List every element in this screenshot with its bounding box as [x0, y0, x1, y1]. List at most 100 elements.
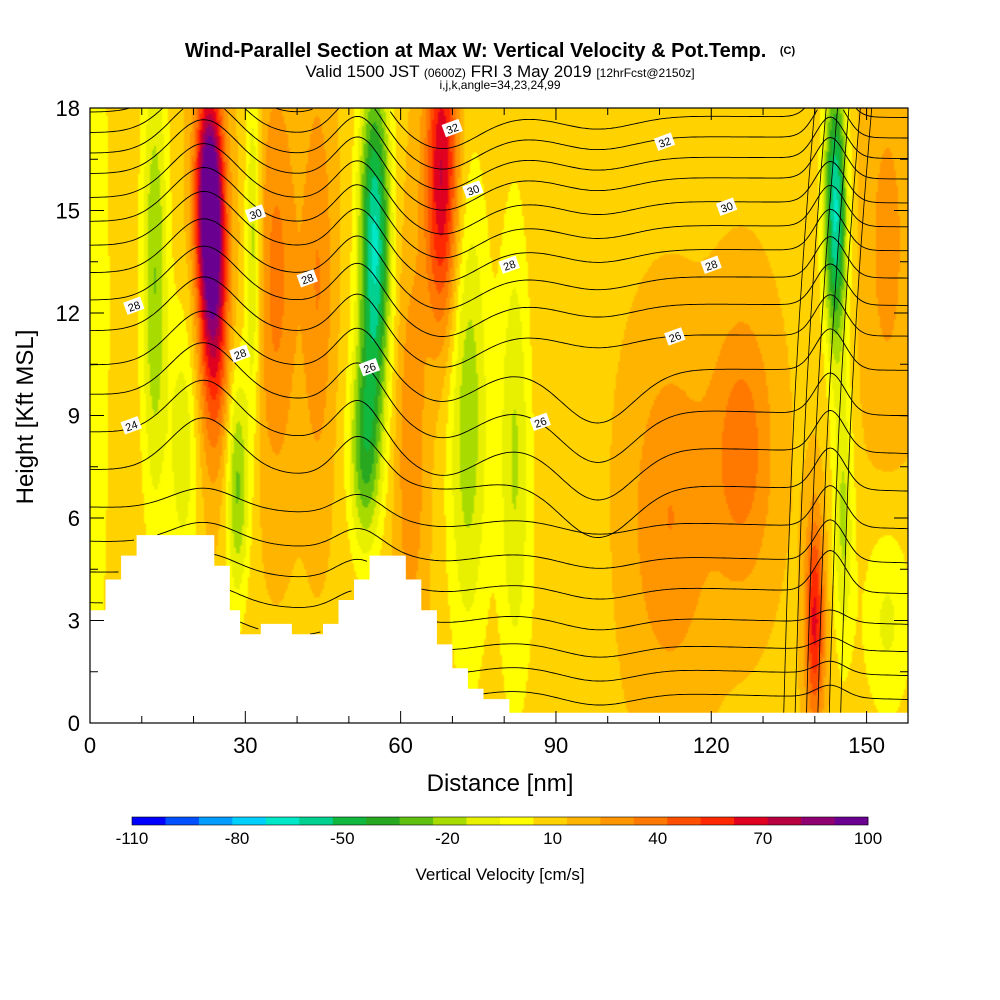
- pot-temp-contour-line: [90, 167, 908, 259]
- contour-label: 28: [296, 269, 318, 288]
- plot-area: 24 28 30 28 28 26 32 30 28 26 32 30 28 26: [89, 107, 909, 724]
- colorbar-tick-label: 70: [753, 829, 772, 848]
- y-tick-label: 12: [56, 301, 80, 326]
- chart-title-text: Wind-Parallel Section at Max W: Vertical…: [185, 40, 766, 62]
- valid-time: Valid 1500 JST: [305, 62, 419, 81]
- contour-label: 26: [529, 412, 551, 432]
- contour-label-text: 28: [300, 272, 316, 287]
- contour-label-text: 24: [124, 419, 140, 434]
- pot-temp-contour-line: [90, 108, 908, 191]
- contour-label-text: 28: [704, 258, 720, 273]
- colorbar-swatch: [433, 817, 467, 825]
- colorbar-tick-label: -110: [116, 829, 149, 848]
- pot-temp-contour-line: [828, 108, 861, 713]
- colorbar-swatch: [265, 817, 300, 825]
- contour-label: 28: [123, 296, 145, 315]
- pot-temp-contour-line: [90, 379, 908, 501]
- colorbar: -110 -80 -50 -20 10 40 70 100: [116, 816, 882, 848]
- colorbar-tick-label: -20: [435, 829, 460, 848]
- colorbar-swatch: [366, 817, 401, 825]
- pot-temp-contour-line: [783, 108, 816, 713]
- contour-label-box: [441, 118, 463, 138]
- pot-temp-contour-line: [90, 485, 908, 535]
- contour-label-box: [358, 358, 381, 377]
- colorbar-swatch: [767, 817, 802, 825]
- pot-temp-contour-line: [90, 276, 908, 368]
- contour-label-text: 32: [445, 122, 461, 137]
- pot-temp-contour-line: [794, 108, 827, 713]
- x-tick-label: 30: [233, 733, 257, 758]
- contour-label-box: [653, 132, 676, 151]
- contour-label-box: [123, 296, 145, 315]
- contour-label-box: [244, 204, 267, 223]
- pot-temp-contour-line: [239, 621, 908, 658]
- contour-label-text: 26: [668, 330, 684, 345]
- contour-label-box: [120, 416, 142, 435]
- contour-label: 32: [653, 132, 676, 151]
- colorbar-tick-label: 40: [648, 829, 667, 848]
- colorbar-swatch: [399, 817, 434, 825]
- colorbar-frame: [131, 816, 869, 826]
- contour-label: 32: [441, 118, 463, 138]
- colorbar-swatch: [299, 817, 334, 825]
- y-axis-title: Height [Kft MSL]: [12, 330, 39, 505]
- colorbar-swatch: [500, 817, 534, 825]
- contour-label: 24: [120, 416, 142, 435]
- contour-label-text: 32: [657, 135, 673, 150]
- potential-temperature-contours: [90, 108, 908, 713]
- contour-label: 30: [462, 180, 484, 199]
- colorbar-swatch: [566, 817, 601, 825]
- colorbar-swatch: [232, 817, 267, 825]
- contour-label: 28: [229, 344, 251, 363]
- colorbar-swatch: [533, 817, 568, 825]
- contour-label: 26: [664, 327, 686, 346]
- colorbar-swatch: [734, 817, 769, 825]
- grid-indices: i,j,k,angle=34,23,24,99: [439, 78, 560, 92]
- forecast-info: [12hrFcst@2150z]: [596, 66, 694, 80]
- x-axis-title: Distance [nm]: [427, 770, 574, 797]
- contour-labels: 24 28 30 28 28 26 32 30 28 26 32 30 28 26: [120, 118, 738, 435]
- colorbar-tick-label: -80: [225, 829, 250, 848]
- y-tick-label: 15: [56, 199, 80, 224]
- colorbar-swatch: [801, 817, 835, 825]
- pot-temp-contour-line: [90, 108, 908, 150]
- contour-label: 28: [700, 255, 722, 274]
- colorbar-swatch: [165, 817, 200, 825]
- y-axis: 0 3 6 9 12 15 18: [56, 96, 908, 736]
- colorbar-swatch: [700, 817, 735, 825]
- colorbar-tick-label: 10: [543, 829, 562, 848]
- pot-temp-contour-line: [90, 519, 908, 569]
- pot-temp-contour-line: [90, 550, 908, 600]
- y-tick-label: 9: [68, 404, 80, 429]
- colorbar-title: Vertical Velocity [cm/s]: [415, 865, 584, 884]
- pot-temp-contour-line: [806, 108, 838, 713]
- pot-temp-contour-line: [90, 190, 908, 283]
- y-tick-label: 6: [68, 506, 80, 531]
- pot-temp-contour-line: [90, 589, 908, 631]
- contour-label-text: 28: [233, 347, 249, 362]
- contour-label-box: [700, 255, 722, 274]
- x-tick-label: 90: [544, 733, 568, 758]
- chart-title: Wind-Parallel Section at Max W: Vertical…: [185, 40, 796, 62]
- contour-label-box: [664, 327, 686, 346]
- valid-date: FRI 3 May 2019: [471, 62, 592, 81]
- colorbar-swatch: [466, 817, 501, 825]
- contour-label-box: [296, 269, 318, 288]
- contour-label-box: [498, 255, 520, 274]
- pot-temp-contour-line: [483, 684, 908, 706]
- contour-label: 30: [244, 204, 267, 223]
- contour-label-box: [715, 197, 738, 216]
- y-tick-label: 18: [56, 96, 80, 121]
- x-axis: 0 30 60 90 120 150: [84, 108, 885, 758]
- contour-label-text: 30: [466, 183, 482, 198]
- pot-temp-contour-line: [90, 310, 908, 424]
- contour-label-text: 30: [719, 200, 735, 215]
- colorbar-tick-label: 100: [854, 829, 882, 848]
- pot-temp-contour-line: [90, 143, 908, 235]
- pot-temp-contour-line: [467, 660, 908, 682]
- chart-subtitle: Valid 1500 JST (0600Z) FRI 3 May 2019 [1…: [305, 62, 694, 81]
- colorbar-swatch: [667, 817, 702, 825]
- contour-label: 26: [358, 358, 381, 377]
- y-tick-label: 3: [68, 609, 80, 634]
